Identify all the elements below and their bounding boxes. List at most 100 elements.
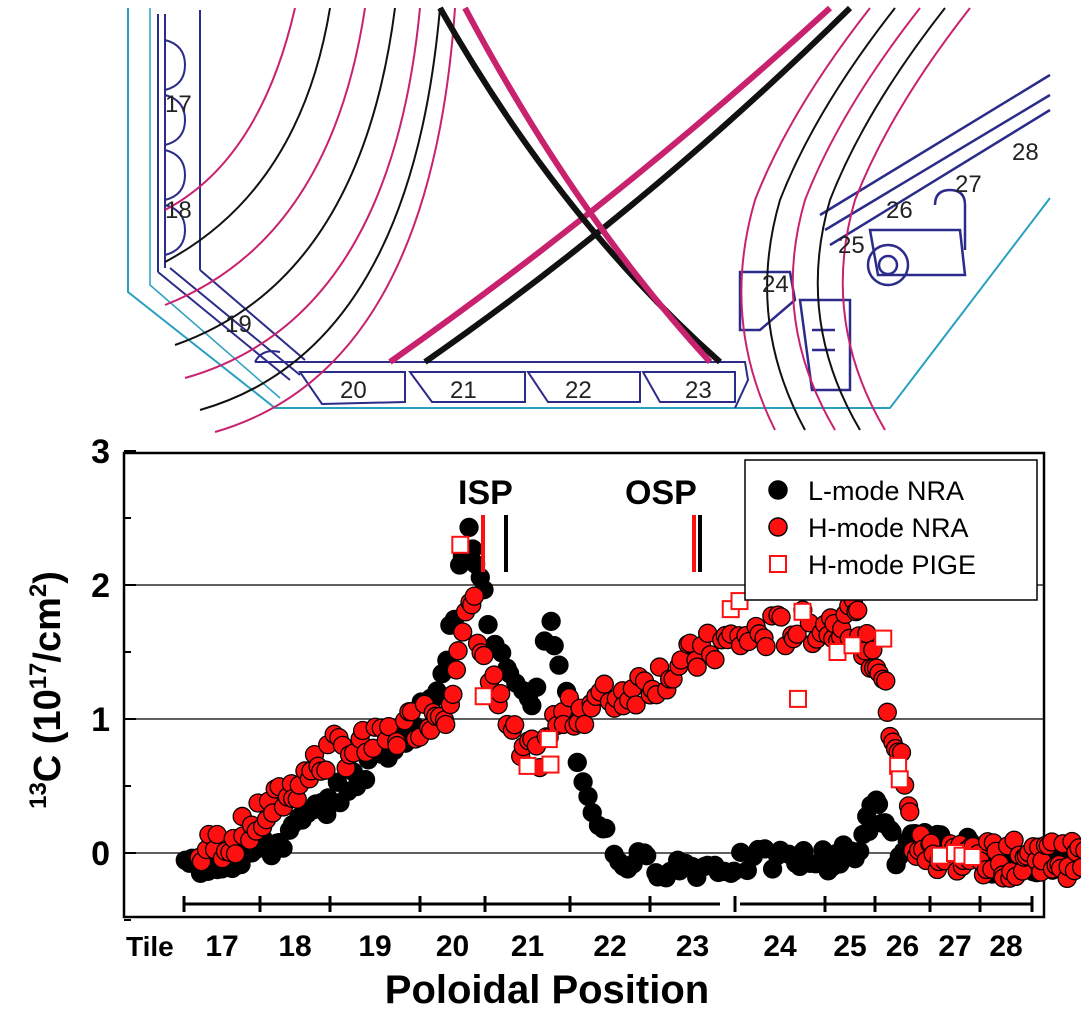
y-tick-label-3: 3 [91,433,110,471]
inner-tiles [157,10,306,381]
point-h [207,824,227,845]
plot-frame [122,451,1046,919]
diagram-label-24: 24 [762,271,789,298]
point-h-mode-pige [793,602,812,621]
diagram-label-19: 19 [225,311,252,338]
diagram-tile-labels: 17 18 19 20 21 22 23 24 25 26 27 28 [165,91,1039,404]
point-l [578,786,598,806]
series-h-mode-nra [189,586,1081,889]
point-h [225,844,246,864]
point-h [453,622,473,642]
point-h [574,714,595,735]
point-h-mode-pige [539,730,558,749]
tile-tick-label-22: 22 [593,930,626,963]
floor-tiles [254,350,750,409]
point-h-mode-pige [931,846,949,865]
point-h-mode-pige [474,687,493,706]
point-l [544,636,564,656]
diagram-label-22: 22 [565,377,592,404]
diagram-label-17: 17 [165,91,192,118]
point-h [474,645,494,666]
tile-tick-label-24: 24 [763,930,797,963]
point-h [771,607,791,627]
point-l [567,752,587,773]
point-l [478,614,498,635]
vessel-wall [127,8,1051,409]
point-h [464,586,484,606]
tile-tick-label-18: 18 [278,930,311,963]
point-h [387,735,407,756]
point-h [705,650,725,670]
tile-tick-label-23: 23 [676,930,709,963]
tile-tick-label-25: 25 [833,930,866,963]
legend-label-h-mode-nra: H-mode NRA [808,513,969,543]
point-l [868,794,889,814]
point-l [526,677,547,697]
y-tick-label-2: 2 [91,567,110,605]
point-h [626,695,646,715]
point-h-mode-pige [518,756,537,775]
tile-tick-label-28: 28 [989,930,1022,963]
point-l [549,655,569,675]
point-h-mode-pige [874,629,893,648]
point-h [448,641,468,661]
tile-tick-label-27: 27 [938,930,971,963]
point-h [756,636,776,657]
point-h [877,702,897,722]
diagram-label-18: 18 [165,197,192,224]
legend-label-h-mode-pige: H-mode PIGE [808,550,976,580]
point-h-mode-pige [843,636,862,655]
point-l [459,517,479,538]
point-h-mode-pige [451,535,470,554]
point-h [446,660,467,680]
legend-label-l-mode-nra: L-mode NRA [808,476,964,506]
x-axis-label: Poloidal Position [385,968,709,1012]
point-h [484,665,504,685]
tile-tick-label-20: 20 [436,930,469,963]
point-h [505,715,525,735]
point-h [1075,841,1081,860]
diagram-label-21: 21 [450,377,477,404]
divertor-diagram: 17 18 19 20 21 22 23 24 25 26 27 28 [127,5,1051,433]
point-l [541,611,561,631]
point-l [637,846,657,866]
point-l [849,841,870,862]
tile-tick-label-26: 26 [886,930,919,963]
point-l [882,822,902,842]
diagram-label-28: 28 [1012,139,1039,166]
y-tick-label-0: 0 [91,835,110,873]
legend-marker-h-mode-pige [769,555,787,573]
point-l [596,818,616,839]
point-h-mode-pige [890,770,909,789]
point-h [687,657,707,677]
legend-box [744,459,1038,601]
isp-label: ISP [458,474,513,512]
point-h [594,674,614,694]
point-l [273,838,293,858]
strike-points [481,515,702,572]
point-l [522,695,542,716]
diagram-label-23: 23 [685,377,712,404]
tile-tick-label-17: 17 [205,930,238,963]
y-axis-label: 13C (1017/cm2) [25,571,69,809]
series-l-mode-nra [175,517,1081,888]
point-h [848,600,868,620]
diagram-label-25: 25 [838,232,865,259]
point-h [876,671,896,691]
tile-tick-label-21: 21 [511,930,544,963]
vessel-wall-inner [149,8,281,399]
diagram-label-27: 27 [955,171,982,198]
legend: L-mode NRA H-mode NRA H-mode PIGE [744,459,1038,601]
point-l [355,769,376,790]
flux-surfaces [164,5,971,433]
point-h-mode-pige [828,643,847,661]
outer-structure [738,73,1051,392]
point-h [316,760,336,780]
legend-marker-h-mode-nra [768,517,788,537]
diagram-label-20: 20 [340,377,367,404]
point-h [443,684,463,705]
point-h-mode-pige [730,592,749,611]
point-h [900,802,920,822]
point-h-mode-pige [963,848,982,867]
